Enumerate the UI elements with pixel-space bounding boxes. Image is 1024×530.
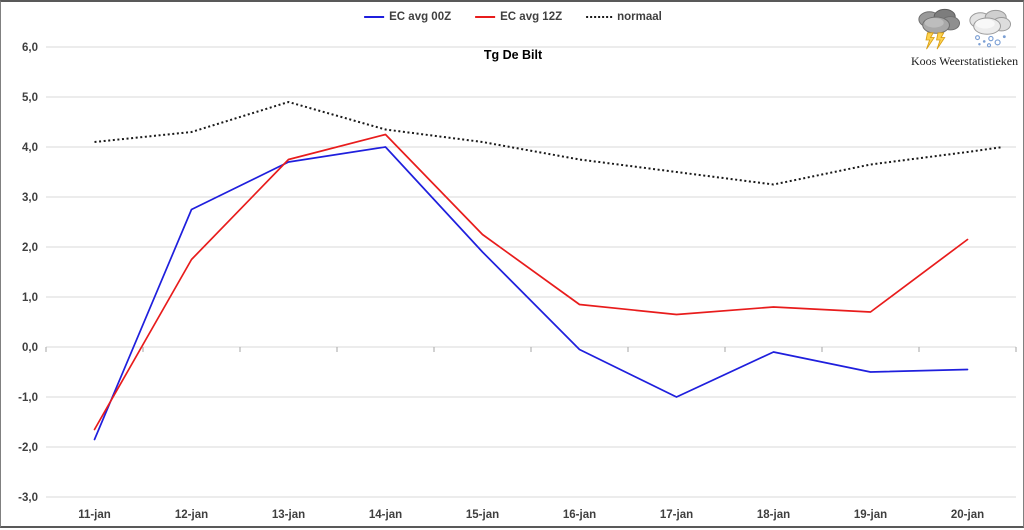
legend-item-normaal: normaal bbox=[586, 11, 662, 23]
x-axis-tick-label: 17-jan bbox=[660, 509, 693, 521]
series-line-ec-avg-12z bbox=[93, 133, 969, 431]
x-axis-tick-label: 16-jan bbox=[563, 509, 596, 521]
legend-item-ec-avg-12z: EC avg 12Z bbox=[475, 11, 562, 23]
weather-icons bbox=[911, 7, 1015, 51]
legend-label: EC avg 00Z bbox=[389, 11, 452, 23]
y-axis-tick-label: 6,0 bbox=[22, 42, 38, 54]
x-axis-tick-label: 15-jan bbox=[466, 509, 499, 521]
branding-name: Koos Weerstatistieken bbox=[911, 54, 1019, 68]
x-axis-tick-label: 14-jan bbox=[369, 509, 402, 521]
blue-line-swatch-icon bbox=[364, 16, 385, 18]
chart-legend: EC avg 00Z EC avg 12Z normaal bbox=[364, 11, 662, 23]
x-axis-tick-label: 13-jan bbox=[272, 509, 305, 521]
branding-block: Koos Weerstatistieken bbox=[911, 7, 1019, 69]
x-axis-tick-label: 18-jan bbox=[757, 509, 790, 521]
legend-label: EC avg 12Z bbox=[500, 11, 563, 23]
y-axis-tick-label: 5,0 bbox=[22, 92, 38, 104]
series-line-normaal bbox=[94, 100, 1004, 186]
storm-cloud-icon bbox=[917, 8, 960, 50]
y-axis-tick-label: -3,0 bbox=[18, 492, 38, 504]
dotted-line-swatch-icon bbox=[586, 16, 613, 18]
x-axis-tick-label: 19-jan bbox=[854, 509, 887, 521]
red-line-swatch-icon bbox=[475, 16, 496, 18]
y-axis-tick-label: -1,0 bbox=[18, 392, 38, 404]
legend-item-ec-avg-00z: EC avg 00Z bbox=[364, 11, 451, 23]
y-axis-tick-label: 1,0 bbox=[22, 292, 38, 304]
series-line-ec-avg-00z bbox=[93, 146, 969, 441]
y-axis-tick-label: -2,0 bbox=[18, 442, 38, 454]
x-axis-tick-label: 20-jan bbox=[951, 509, 984, 521]
snow-cloud-icon bbox=[968, 9, 1011, 48]
y-axis-tick-label: 3,0 bbox=[22, 192, 38, 204]
legend-label: normaal bbox=[617, 11, 662, 23]
x-axis-tick-label: 12-jan bbox=[175, 509, 208, 521]
y-axis-tick-label: 4,0 bbox=[22, 142, 38, 154]
y-axis-tick-label: 2,0 bbox=[22, 242, 38, 254]
y-axis-tick-label: 0,0 bbox=[22, 342, 38, 354]
x-axis-tick-label: 11-jan bbox=[78, 509, 111, 521]
chart-title: Tg De Bilt bbox=[483, 48, 543, 62]
